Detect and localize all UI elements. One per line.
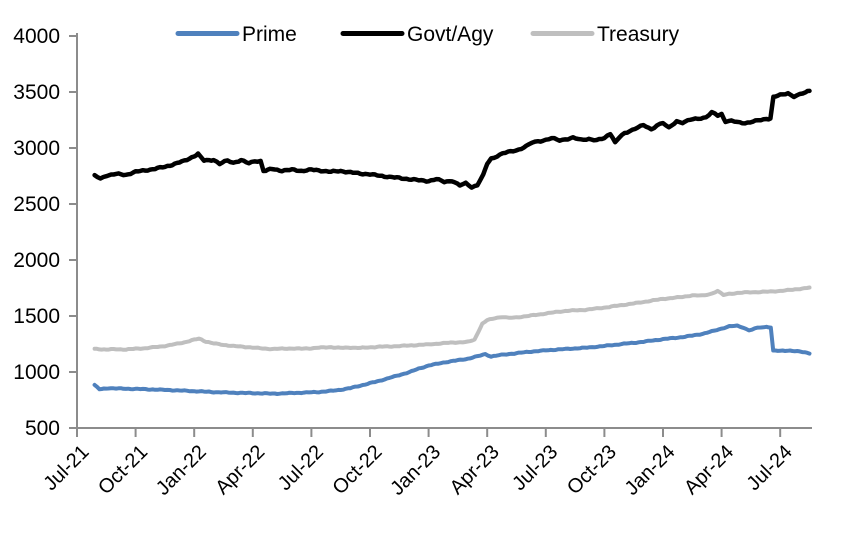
x-tick-label: Jan-23 xyxy=(386,441,445,500)
y-tick-label: 2500 xyxy=(13,193,60,216)
x-tick-label: Apr-24 xyxy=(680,441,738,499)
x-tick-label: Jan-24 xyxy=(621,441,680,500)
x-tick-label: Jul-22 xyxy=(274,441,328,495)
y-tick-label: 3500 xyxy=(13,81,60,104)
y-tick-label: 3000 xyxy=(13,137,60,160)
x-tick-label: Oct-21 xyxy=(94,441,152,499)
axes xyxy=(76,33,812,429)
series-lines xyxy=(92,88,812,396)
x-tick-label: Oct-22 xyxy=(329,441,387,499)
chart-legend: Prime Govt/Agy Treasury xyxy=(175,23,680,46)
legend-item-treasury: Treasury xyxy=(530,23,680,46)
x-tick-label: Jul-24 xyxy=(743,441,797,495)
series-line-treasury xyxy=(92,285,812,352)
x-tick-label: Apr-22 xyxy=(211,441,269,499)
x-tick-label: Jan-22 xyxy=(152,441,211,500)
y-tick-label: 1500 xyxy=(13,305,60,328)
x-tick-label: Apr-23 xyxy=(446,441,504,499)
x-tick-label: Jul-23 xyxy=(508,441,562,495)
y-tick-label: 500 xyxy=(25,417,60,440)
legend-label: Prime xyxy=(242,23,297,46)
y-tick-label: 4000 xyxy=(13,25,60,48)
y-tick-label: 1000 xyxy=(13,361,60,384)
legend-label: Treasury xyxy=(597,23,680,46)
series-line-prime xyxy=(92,323,812,396)
legend-item-prime: Prime xyxy=(175,23,297,46)
legend-item-govt-agy: Govt/Agy xyxy=(340,23,494,46)
x-tick-label: Oct-23 xyxy=(563,441,621,499)
x-axis: Jul-21 Oct-21 Jan-22 Apr-22 Jul-22 Oct-22 Jan-… xyxy=(39,428,797,500)
series-line-govt-agy xyxy=(92,88,812,190)
x-tick-label: Jul-21 xyxy=(39,441,93,495)
y-tick-label: 2000 xyxy=(13,249,60,272)
legend-label: Govt/Agy xyxy=(407,23,494,46)
y-axis: 500 1000 1500 2000 2500 3000 3500 4000 xyxy=(13,25,77,440)
